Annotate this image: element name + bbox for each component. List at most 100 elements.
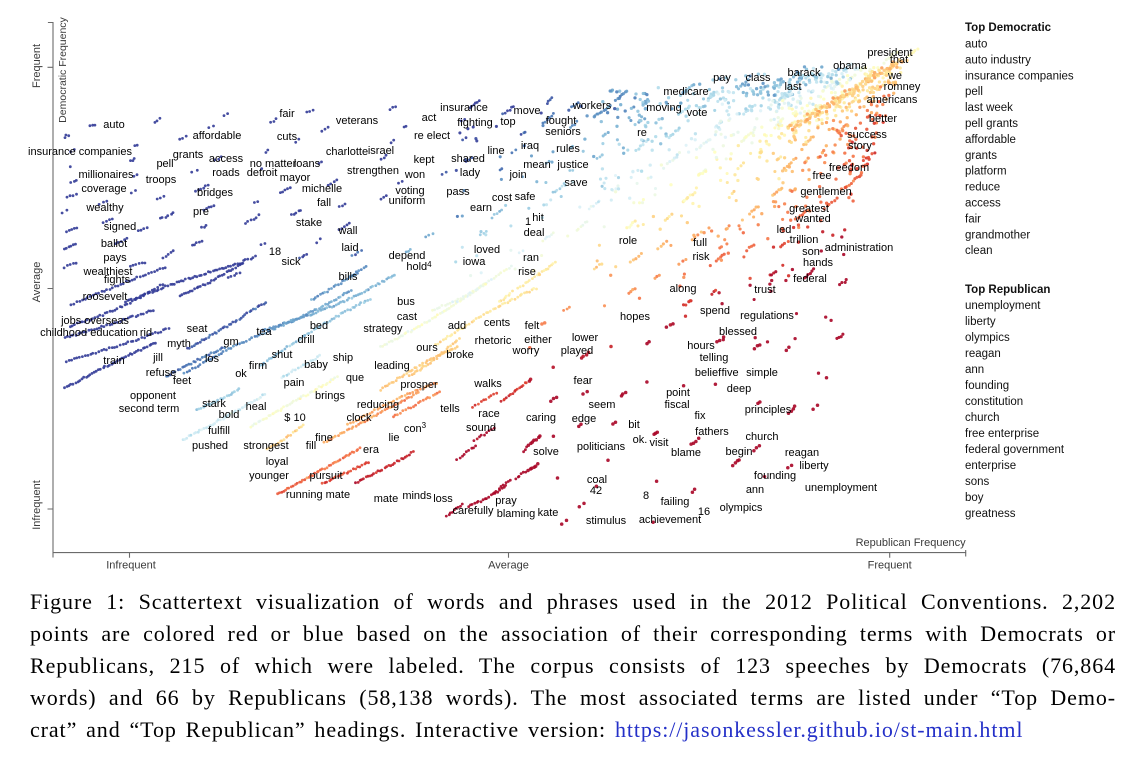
- svg-text:affordable: affordable: [965, 134, 1016, 146]
- svg-text:founding: founding: [754, 470, 796, 482]
- svg-text:cast: cast: [397, 311, 417, 323]
- svg-text:Average: Average: [488, 560, 529, 572]
- svg-text:jill: jill: [152, 352, 163, 364]
- svg-text:running mate: running mate: [286, 489, 350, 501]
- svg-text:freedom: freedom: [829, 162, 869, 174]
- svg-text:detroit: detroit: [247, 167, 278, 179]
- svg-text:vote: vote: [687, 107, 708, 119]
- svg-text:auto: auto: [103, 119, 124, 131]
- svg-text:wealthiest: wealthiest: [83, 266, 133, 278]
- svg-text:charlotte: charlotte: [326, 146, 368, 158]
- svg-text:fear: fear: [574, 375, 593, 387]
- svg-text:bold: bold: [219, 409, 240, 421]
- svg-text:lady: lady: [460, 167, 481, 179]
- svg-text:Frequent: Frequent: [31, 44, 43, 88]
- svg-text:1: 1: [525, 216, 531, 228]
- svg-text:grants: grants: [965, 150, 997, 162]
- svg-text:era: era: [363, 444, 380, 456]
- svg-text:achievement: achievement: [639, 514, 701, 526]
- svg-text:hours: hours: [687, 340, 715, 352]
- svg-text:barack: barack: [787, 67, 821, 79]
- svg-text:depend: depend: [389, 250, 426, 262]
- svg-text:re elect: re elect: [414, 130, 450, 142]
- svg-text:fiscal: fiscal: [664, 399, 689, 411]
- svg-text:tea: tea: [256, 326, 272, 338]
- svg-text:bed: bed: [310, 320, 328, 332]
- svg-text:olympics: olympics: [965, 332, 1010, 344]
- svg-text:administration: administration: [825, 242, 893, 254]
- svg-text:uniform: uniform: [389, 195, 426, 207]
- svg-text:reduce: reduce: [965, 182, 1000, 194]
- svg-text:lie: lie: [388, 432, 399, 444]
- svg-text:seniors: seniors: [545, 126, 581, 138]
- svg-text:minds: minds: [402, 490, 432, 502]
- svg-text:either: either: [524, 334, 552, 346]
- svg-text:save: save: [564, 177, 587, 189]
- svg-text:baby: baby: [304, 359, 328, 371]
- svg-text:walks: walks: [473, 378, 502, 390]
- svg-text:tells: tells: [440, 403, 460, 415]
- svg-text:ok: ok: [235, 368, 247, 380]
- svg-text:heal: heal: [246, 401, 267, 413]
- svg-text:church: church: [965, 412, 1000, 424]
- svg-text:hold4: hold4: [406, 260, 432, 273]
- svg-text:point: point: [666, 387, 690, 399]
- svg-text:we: we: [887, 70, 902, 82]
- svg-text:fair: fair: [965, 213, 981, 225]
- svg-text:story: story: [848, 140, 872, 152]
- svg-text:wealthy: wealthy: [85, 202, 124, 214]
- svg-text:constitution: constitution: [965, 396, 1023, 408]
- svg-text:insurance companies: insurance companies: [28, 146, 132, 158]
- svg-text:mayor: mayor: [280, 172, 311, 184]
- svg-text:leading: leading: [374, 360, 409, 372]
- svg-text:opponent: opponent: [130, 390, 176, 402]
- svg-text:along: along: [670, 283, 697, 295]
- svg-text:coal: coal: [587, 474, 607, 486]
- svg-text:stark: stark: [202, 398, 226, 410]
- svg-text:rules: rules: [556, 143, 580, 155]
- svg-text:cents: cents: [484, 317, 511, 329]
- svg-text:obama: obama: [833, 60, 868, 72]
- svg-text:signed: signed: [104, 221, 136, 233]
- svg-text:last: last: [784, 81, 801, 93]
- svg-text:visit: visit: [650, 437, 669, 449]
- svg-text:blessed: blessed: [719, 326, 757, 338]
- svg-text:fulfill: fulfill: [208, 425, 230, 437]
- svg-text:class: class: [745, 72, 771, 84]
- svg-text:ours: ours: [416, 342, 438, 354]
- svg-text:iraq: iraq: [521, 140, 539, 152]
- svg-text:8: 8: [643, 490, 649, 502]
- svg-text:carefully: carefully: [453, 505, 494, 517]
- svg-text:add: add: [448, 320, 466, 332]
- svg-text:workers: workers: [572, 100, 612, 112]
- svg-text:that: that: [890, 54, 908, 66]
- svg-text:last week: last week: [965, 102, 1013, 114]
- svg-text:free: free: [813, 170, 832, 182]
- svg-text:seem: seem: [589, 399, 616, 411]
- svg-text:ballot: ballot: [101, 238, 127, 250]
- svg-text:greatness: greatness: [965, 508, 1016, 520]
- svg-text:veterans: veterans: [336, 115, 379, 127]
- svg-text:act: act: [422, 112, 437, 124]
- svg-text:coverage: coverage: [81, 183, 126, 195]
- svg-text:prosper: prosper: [400, 379, 438, 391]
- svg-text:sick: sick: [282, 256, 301, 268]
- svg-text:role: role: [619, 235, 637, 247]
- svg-text:grants: grants: [173, 149, 204, 161]
- svg-text:wanted: wanted: [794, 213, 830, 225]
- svg-text:deal: deal: [524, 227, 545, 239]
- svg-text:insurance companies: insurance companies: [965, 70, 1074, 82]
- svg-text:feet: feet: [173, 375, 191, 387]
- svg-text:fought: fought: [546, 115, 577, 127]
- svg-text:greatest: greatest: [789, 203, 829, 215]
- svg-text:liberty: liberty: [965, 316, 996, 328]
- svg-text:18: 18: [269, 246, 281, 258]
- svg-text:reagan: reagan: [965, 348, 1001, 360]
- svg-text:gentlemen: gentlemen: [800, 186, 851, 198]
- svg-text:platform: platform: [965, 166, 1007, 178]
- svg-text:belief: belief: [695, 367, 722, 379]
- svg-text:hopes: hopes: [620, 311, 650, 323]
- svg-text:laid: laid: [341, 242, 358, 254]
- svg-text:iowa: iowa: [463, 256, 487, 268]
- svg-text:americans: americans: [867, 94, 918, 106]
